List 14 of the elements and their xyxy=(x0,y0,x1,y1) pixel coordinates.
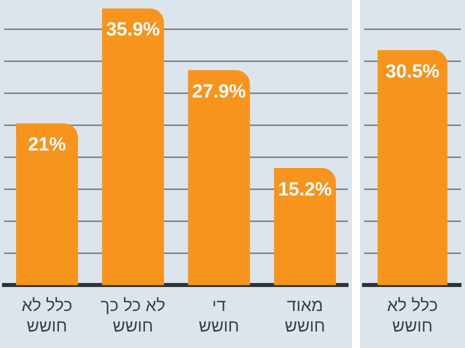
x-tick-label: די חושש xyxy=(198,296,240,336)
data-label: 27.9% xyxy=(192,81,246,102)
x-tick-label: כלל לא חושש xyxy=(22,296,72,336)
data-label: 30.5% xyxy=(386,61,440,82)
data-label: 15.2% xyxy=(278,179,332,200)
x-tick-label: לא כל כך חושש xyxy=(100,296,166,336)
data-label: 35.9% xyxy=(106,20,160,41)
bar xyxy=(102,8,164,286)
x-tick-label: מאוד חושש xyxy=(284,296,326,336)
bar xyxy=(16,123,78,286)
bar xyxy=(274,168,336,286)
bar xyxy=(188,70,250,286)
data-label: 21% xyxy=(28,134,66,156)
x-tick-label: כלל לא חושש xyxy=(387,296,438,336)
